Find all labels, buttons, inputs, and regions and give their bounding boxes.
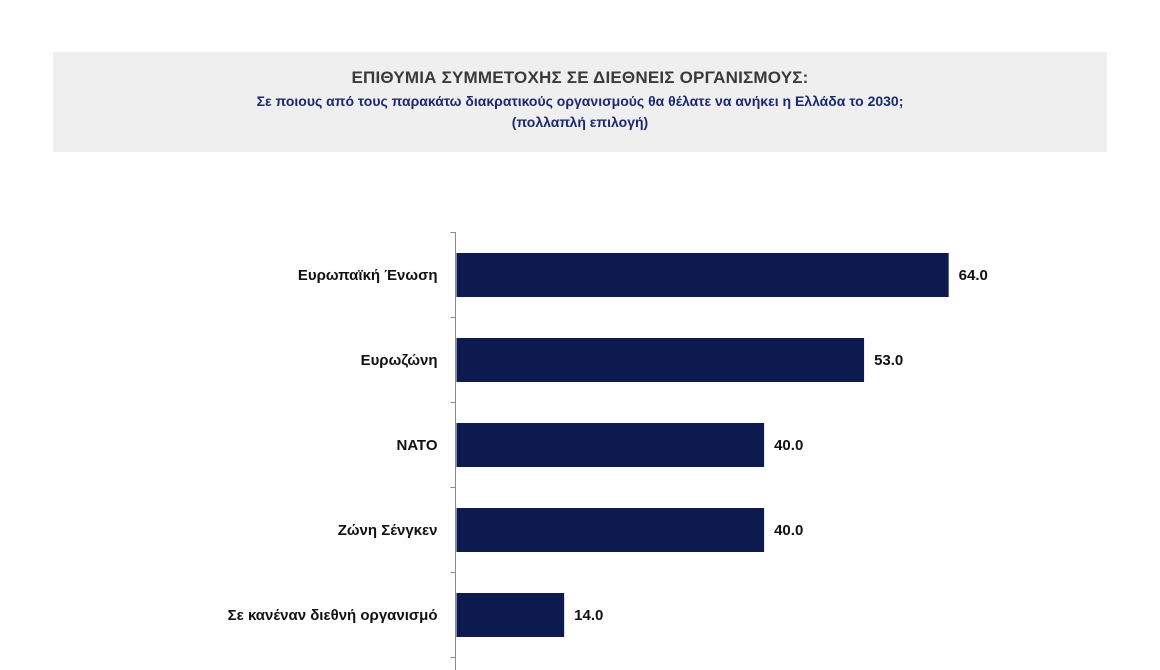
chart-title: ΕΠΙΘΥΜΙΑ ΣΥΜΜΕΤΟΧΗΣ ΣΕ ΔΙΕΘΝΕΙΣ ΟΡΓΑΝΙΣΜ…	[351, 68, 809, 87]
chart-header: ΕΠΙΘΥΜΙΑ ΣΥΜΜΕΤΟΧΗΣ ΣΕ ΔΙΕΘΝΕΙΣ ΟΡΓΑΝΙΣΜ…	[53, 52, 1107, 152]
bar	[456, 508, 765, 552]
value-label: 14.0	[574, 607, 603, 624]
category-label: Σε κανέναν διεθνή οργανισμό	[228, 607, 438, 624]
category-label: Ευρωζώνη	[361, 352, 438, 369]
value-label: 53.0	[874, 352, 903, 369]
bar	[456, 593, 565, 637]
category-label: Ζώνη Σένγκεν	[338, 522, 438, 539]
bar	[456, 338, 865, 382]
chart-question: Σε ποιους από τους παρακάτω διακρατικούς…	[256, 93, 904, 109]
category-label: Ευρωπαϊκή Ένωση	[298, 267, 438, 284]
category-label: ΝΑΤΟ	[397, 437, 438, 454]
bar	[456, 423, 765, 467]
chart-note: (πολλαπλή επιλογή)	[511, 114, 649, 130]
value-label: 64.0	[959, 267, 988, 284]
value-label: 40.0	[774, 437, 803, 454]
value-label: 40.0	[774, 522, 803, 539]
bar	[456, 253, 949, 297]
